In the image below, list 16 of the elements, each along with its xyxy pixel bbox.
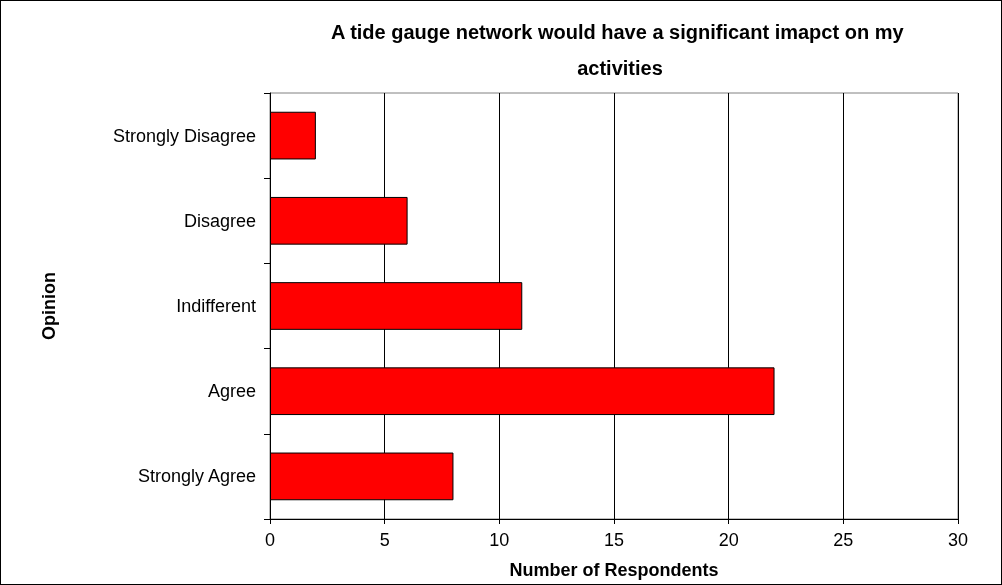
bar — [270, 111, 316, 160]
x-tick-label: 20 — [718, 530, 739, 550]
x-tick-label: 10 — [489, 530, 510, 550]
y-tick-label: Strongly Disagree — [112, 125, 256, 146]
y-tick-label: Agree — [207, 381, 256, 402]
y-tick-label: Indifferent — [176, 296, 256, 316]
y-tick-label: Strongly Agree — [137, 466, 256, 487]
x-axis-title: Number of Respondents — [509, 560, 719, 580]
chart-title: A tide gauge network would have a significant imapct on my activities — [330, 21, 910, 79]
x-tick-label: 30 — [947, 530, 969, 550]
x-tick-label: 5 — [379, 530, 390, 550]
x-tick-label: 25 — [833, 530, 854, 550]
y-tick-label: Disagree — [183, 210, 256, 231]
x-tick-label: 0 — [264, 530, 276, 550]
y-axis-title: Opinion — [39, 272, 59, 340]
x-tick-label: 15 — [603, 530, 625, 550]
